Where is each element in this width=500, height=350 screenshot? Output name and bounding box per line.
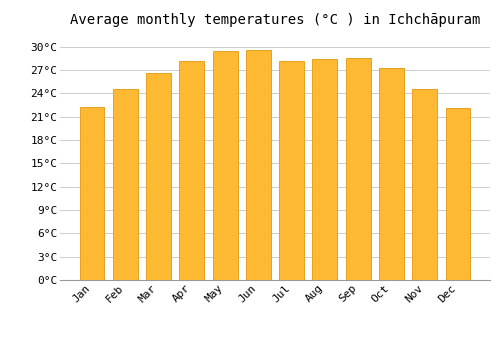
Bar [279,62,304,280]
Bar [412,90,437,280]
Bar [80,107,104,280]
Title: Average monthly temperatures (°C ) in Ichchāpuram: Average monthly temperatures (°C ) in Ic… [70,13,480,27]
Bar [312,59,338,280]
Bar [146,73,171,280]
Bar [113,90,138,280]
Bar [446,108,470,280]
Bar [212,50,238,280]
Bar [180,62,204,280]
Bar [379,69,404,280]
Bar [346,58,370,280]
Bar [246,50,271,280]
